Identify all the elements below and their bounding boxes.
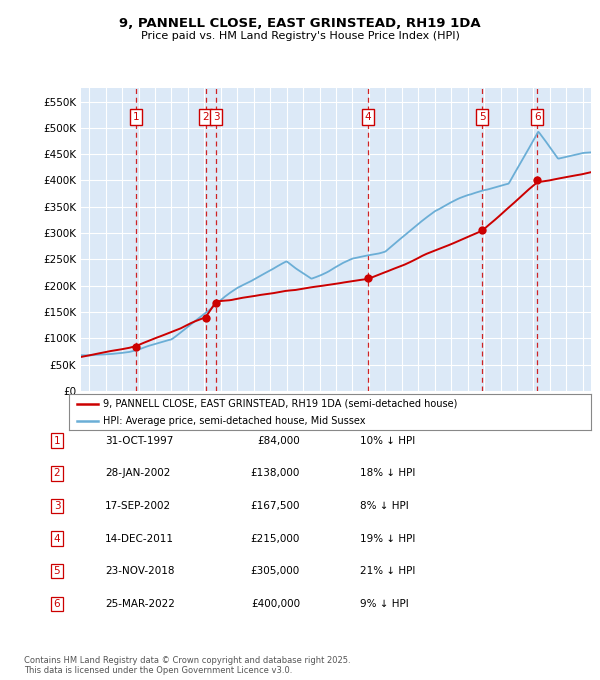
- Text: 10% ↓ HPI: 10% ↓ HPI: [360, 436, 415, 445]
- Text: £215,000: £215,000: [251, 534, 300, 543]
- Text: 1: 1: [53, 436, 61, 445]
- Text: 9% ↓ HPI: 9% ↓ HPI: [360, 599, 409, 609]
- Text: 1: 1: [133, 112, 139, 122]
- Text: 18% ↓ HPI: 18% ↓ HPI: [360, 469, 415, 478]
- Text: 6: 6: [534, 112, 541, 122]
- Text: £400,000: £400,000: [251, 599, 300, 609]
- Text: £305,000: £305,000: [251, 566, 300, 576]
- Text: 3: 3: [213, 112, 220, 122]
- Text: £84,000: £84,000: [257, 436, 300, 445]
- Text: 4: 4: [365, 112, 371, 122]
- Text: £138,000: £138,000: [251, 469, 300, 478]
- Text: 2: 2: [53, 469, 61, 478]
- Text: Price paid vs. HM Land Registry's House Price Index (HPI): Price paid vs. HM Land Registry's House …: [140, 31, 460, 41]
- Text: 5: 5: [53, 566, 61, 576]
- Text: 3: 3: [53, 501, 61, 511]
- Text: 5: 5: [479, 112, 485, 122]
- Text: 8% ↓ HPI: 8% ↓ HPI: [360, 501, 409, 511]
- Text: 17-SEP-2002: 17-SEP-2002: [105, 501, 171, 511]
- Text: 31-OCT-1997: 31-OCT-1997: [105, 436, 173, 445]
- Text: £167,500: £167,500: [251, 501, 300, 511]
- Text: 6: 6: [53, 599, 61, 609]
- Text: 2: 2: [202, 112, 209, 122]
- Text: Contains HM Land Registry data © Crown copyright and database right 2025.: Contains HM Land Registry data © Crown c…: [24, 656, 350, 665]
- Text: 14-DEC-2011: 14-DEC-2011: [105, 534, 174, 543]
- Text: 19% ↓ HPI: 19% ↓ HPI: [360, 534, 415, 543]
- Text: 9, PANNELL CLOSE, EAST GRINSTEAD, RH19 1DA (semi-detached house): 9, PANNELL CLOSE, EAST GRINSTEAD, RH19 1…: [103, 399, 457, 409]
- Text: This data is licensed under the Open Government Licence v3.0.: This data is licensed under the Open Gov…: [24, 666, 292, 675]
- Text: 4: 4: [53, 534, 61, 543]
- Text: 21% ↓ HPI: 21% ↓ HPI: [360, 566, 415, 576]
- Text: 9, PANNELL CLOSE, EAST GRINSTEAD, RH19 1DA: 9, PANNELL CLOSE, EAST GRINSTEAD, RH19 1…: [119, 17, 481, 30]
- Text: HPI: Average price, semi-detached house, Mid Sussex: HPI: Average price, semi-detached house,…: [103, 416, 365, 426]
- Text: 28-JAN-2002: 28-JAN-2002: [105, 469, 170, 478]
- Text: 23-NOV-2018: 23-NOV-2018: [105, 566, 175, 576]
- Text: 25-MAR-2022: 25-MAR-2022: [105, 599, 175, 609]
